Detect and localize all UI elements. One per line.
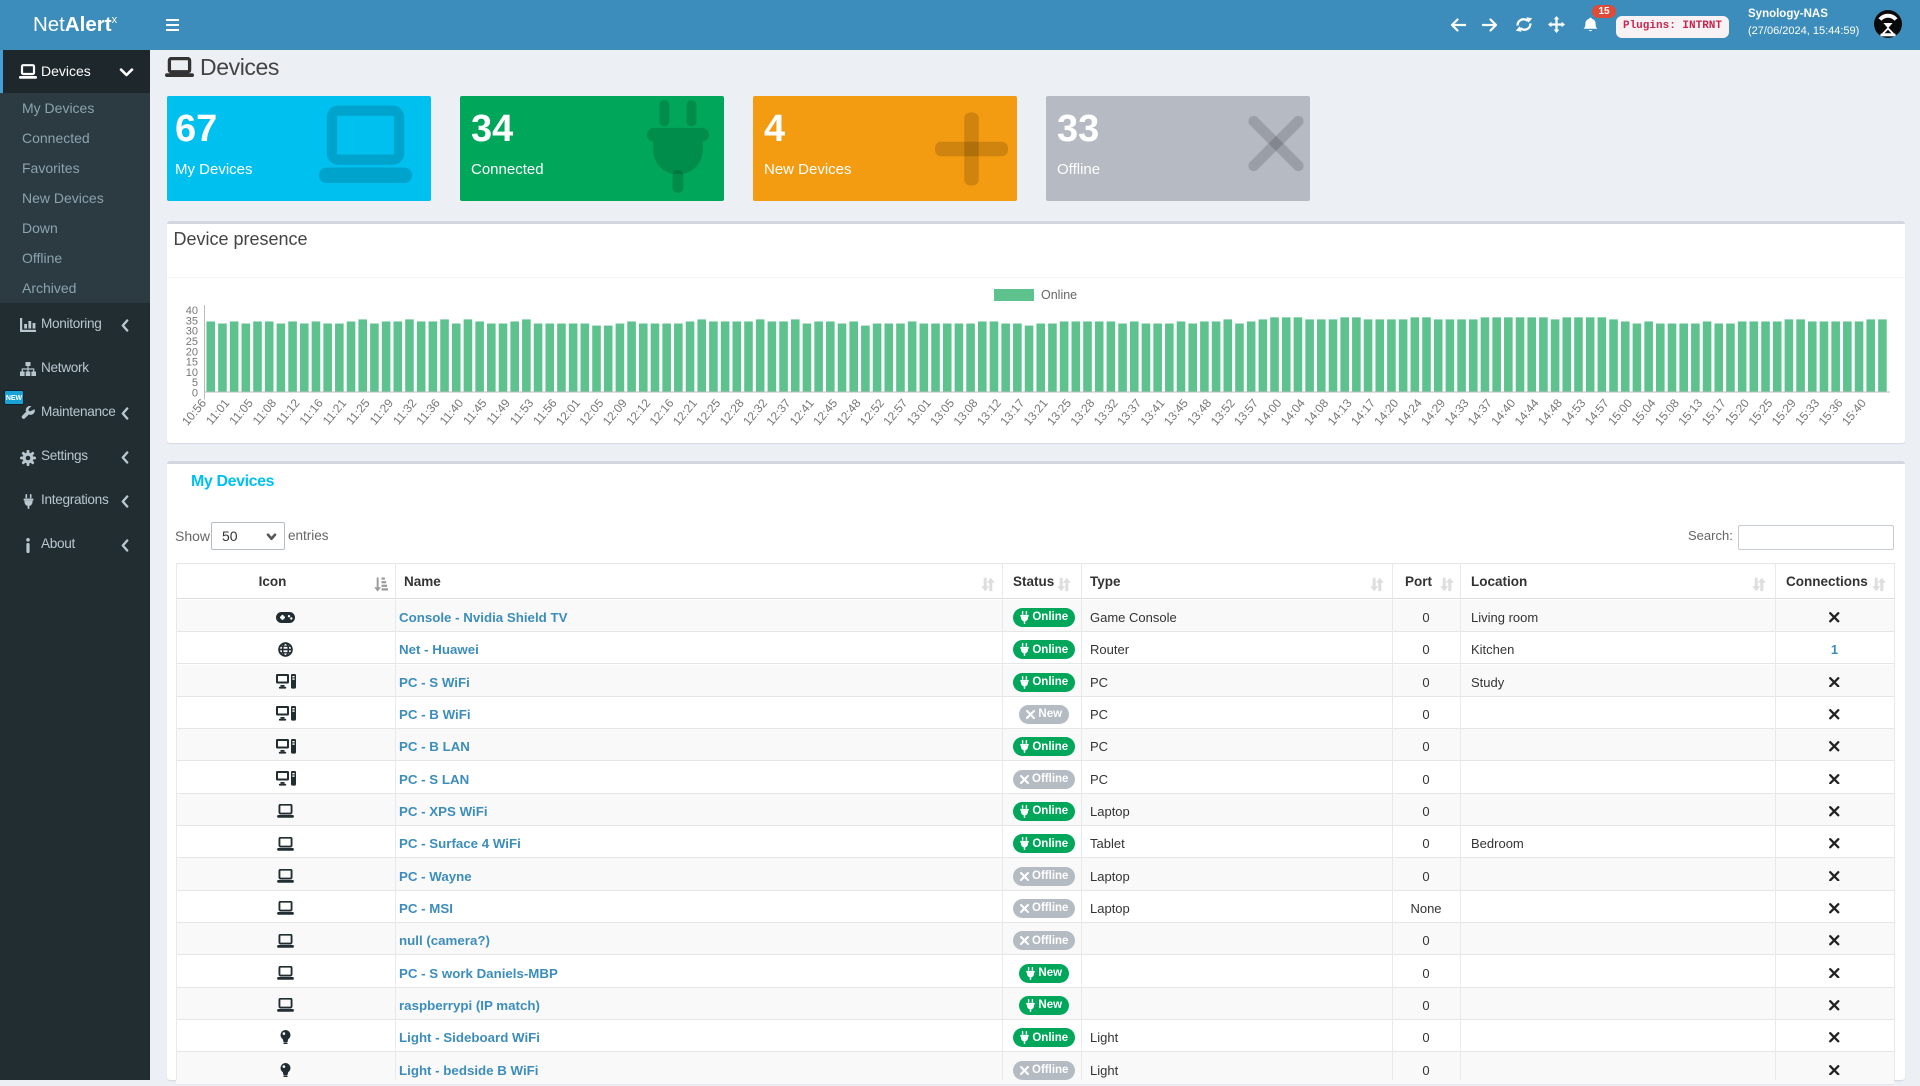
svg-text:15:13: 15:13 <box>1675 396 1705 428</box>
svg-text:15:25: 15:25 <box>1745 396 1775 428</box>
svg-text:14:37: 14:37 <box>1465 396 1495 428</box>
svg-text:13:45: 13:45 <box>1161 396 1191 428</box>
svg-text:11:16: 11:16 <box>296 396 326 428</box>
svg-text:14:08: 14:08 <box>1301 396 1331 428</box>
svg-text:14:04: 14:04 <box>1278 396 1308 428</box>
svg-text:11:25: 11:25 <box>343 396 373 428</box>
svg-text:10:56: 10:56 <box>179 396 209 428</box>
svg-text:12:28: 12:28 <box>717 396 747 428</box>
svg-text:12:45: 12:45 <box>810 396 840 428</box>
svg-text:14:13: 14:13 <box>1325 396 1355 428</box>
svg-text:15:20: 15:20 <box>1722 396 1752 428</box>
svg-text:14:20: 14:20 <box>1371 396 1401 428</box>
svg-text:0: 0 <box>192 388 198 400</box>
svg-text:11:12: 11:12 <box>273 396 303 428</box>
svg-text:11:01: 11:01 <box>203 396 233 428</box>
svg-text:13:37: 13:37 <box>1114 396 1144 428</box>
svg-text:12:52: 12:52 <box>857 396 887 428</box>
svg-text:15: 15 <box>186 357 198 369</box>
svg-text:11:32: 11:32 <box>390 396 420 428</box>
svg-text:15:33: 15:33 <box>1792 396 1822 428</box>
svg-text:25: 25 <box>186 336 198 348</box>
svg-text:12:01: 12:01 <box>553 396 583 428</box>
svg-text:12:21: 12:21 <box>670 396 700 428</box>
svg-text:11:56: 11:56 <box>530 396 560 428</box>
svg-text:12:57: 12:57 <box>880 396 910 428</box>
svg-text:15:29: 15:29 <box>1769 396 1799 428</box>
svg-text:15:08: 15:08 <box>1652 396 1682 428</box>
svg-text:13:08: 13:08 <box>951 396 981 428</box>
svg-text:13:41: 13:41 <box>1138 396 1168 428</box>
svg-text:15:00: 15:00 <box>1605 396 1635 428</box>
svg-text:11:40: 11:40 <box>437 396 467 428</box>
svg-text:14:57: 14:57 <box>1582 396 1612 428</box>
svg-text:14:48: 14:48 <box>1535 396 1565 428</box>
svg-text:13:32: 13:32 <box>1091 396 1121 428</box>
svg-text:12:32: 12:32 <box>740 396 770 428</box>
svg-text:12:12: 12:12 <box>623 396 653 428</box>
svg-text:14:24: 14:24 <box>1395 396 1425 428</box>
svg-text:30: 30 <box>186 326 198 338</box>
svg-text:13:17: 13:17 <box>997 396 1027 428</box>
svg-text:13:05: 13:05 <box>927 396 957 428</box>
svg-text:15:36: 15:36 <box>1816 396 1846 428</box>
svg-text:11:49: 11:49 <box>484 396 514 428</box>
svg-text:12:41: 12:41 <box>787 396 817 428</box>
svg-text:10: 10 <box>186 367 198 379</box>
svg-text:14:17: 14:17 <box>1348 396 1378 428</box>
svg-text:13:52: 13:52 <box>1208 396 1238 428</box>
svg-text:12:09: 12:09 <box>600 396 630 428</box>
svg-text:11:53: 11:53 <box>507 396 537 428</box>
svg-text:14:29: 14:29 <box>1418 396 1448 428</box>
svg-text:13:48: 13:48 <box>1184 396 1214 428</box>
svg-text:11:08: 11:08 <box>250 396 280 428</box>
svg-text:11:45: 11:45 <box>460 396 490 428</box>
svg-text:5: 5 <box>192 377 198 389</box>
svg-text:11:21: 11:21 <box>320 396 350 428</box>
svg-text:12:37: 12:37 <box>763 396 793 428</box>
svg-text:13:57: 13:57 <box>1231 396 1261 428</box>
svg-text:14:53: 14:53 <box>1558 396 1588 428</box>
svg-text:13:25: 13:25 <box>1044 396 1074 428</box>
svg-text:11:29: 11:29 <box>367 396 397 428</box>
svg-text:15:17: 15:17 <box>1699 396 1729 428</box>
svg-text:35: 35 <box>186 315 198 327</box>
svg-text:13:28: 13:28 <box>1067 396 1097 428</box>
svg-text:20: 20 <box>186 346 198 358</box>
svg-text:13:21: 13:21 <box>1021 396 1051 428</box>
svg-text:40: 40 <box>186 305 198 317</box>
svg-text:15:04: 15:04 <box>1629 396 1659 428</box>
svg-text:14:44: 14:44 <box>1512 396 1542 428</box>
svg-text:12:48: 12:48 <box>834 396 864 428</box>
svg-text:12:25: 12:25 <box>693 396 723 428</box>
svg-text:14:33: 14:33 <box>1442 396 1472 428</box>
svg-text:14:40: 14:40 <box>1488 396 1518 428</box>
svg-text:11:36: 11:36 <box>413 396 443 428</box>
svg-text:12:16: 12:16 <box>647 396 677 428</box>
svg-text:13:12: 13:12 <box>974 396 1004 428</box>
svg-text:13:01: 13:01 <box>904 396 934 428</box>
svg-text:14:00: 14:00 <box>1254 396 1284 428</box>
svg-text:15:40: 15:40 <box>1839 396 1869 428</box>
svg-text:11:05: 11:05 <box>226 396 256 428</box>
svg-text:12:05: 12:05 <box>576 396 606 428</box>
